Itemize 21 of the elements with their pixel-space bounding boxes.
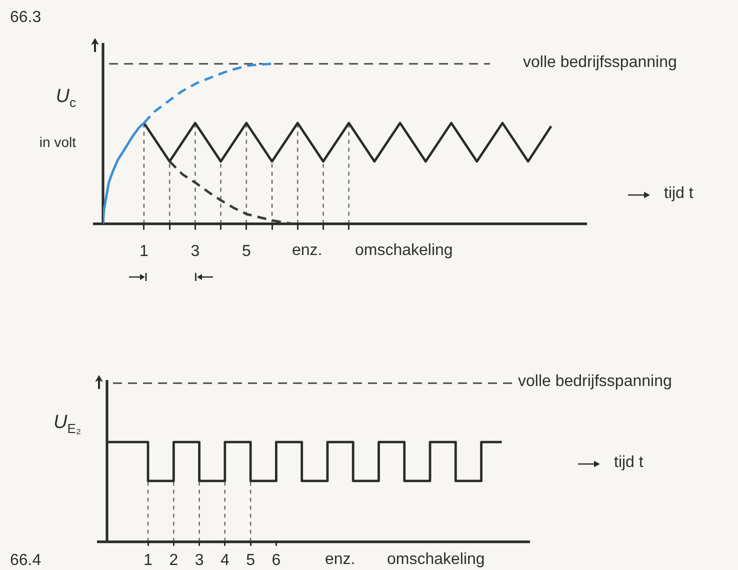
x-tick-label: 4 xyxy=(220,552,230,569)
x-tick-label: 5 xyxy=(242,242,251,260)
x-axis-title: tijd t xyxy=(614,454,644,471)
text: 66.4 xyxy=(10,552,42,569)
x-tick-label: 1 xyxy=(140,242,149,260)
text: omschakeling xyxy=(355,242,453,259)
x-tick-label: 3 xyxy=(190,242,200,260)
ref-line-label: volle bedrijfsspanning xyxy=(518,373,672,390)
x-tick-label: 6 xyxy=(272,552,281,569)
x-tick-label: 1 xyxy=(144,552,153,569)
y-axis-title: U$_{E₂}$ xyxy=(54,412,81,436)
text: omschakeling xyxy=(387,550,485,568)
x-tick-label: 2 xyxy=(169,552,178,569)
ref-line-label: volle bedrijfsspanning xyxy=(523,54,677,71)
x-tick-label: 3 xyxy=(194,552,204,569)
text: enz. xyxy=(325,550,356,568)
chart-title: 66.3 xyxy=(10,9,42,26)
text: enz. xyxy=(292,242,322,259)
x-tick-label: 5 xyxy=(246,552,256,569)
x-axis-title: tijd t xyxy=(664,185,694,202)
text: U$_{c}$ in volt xyxy=(39,86,76,150)
